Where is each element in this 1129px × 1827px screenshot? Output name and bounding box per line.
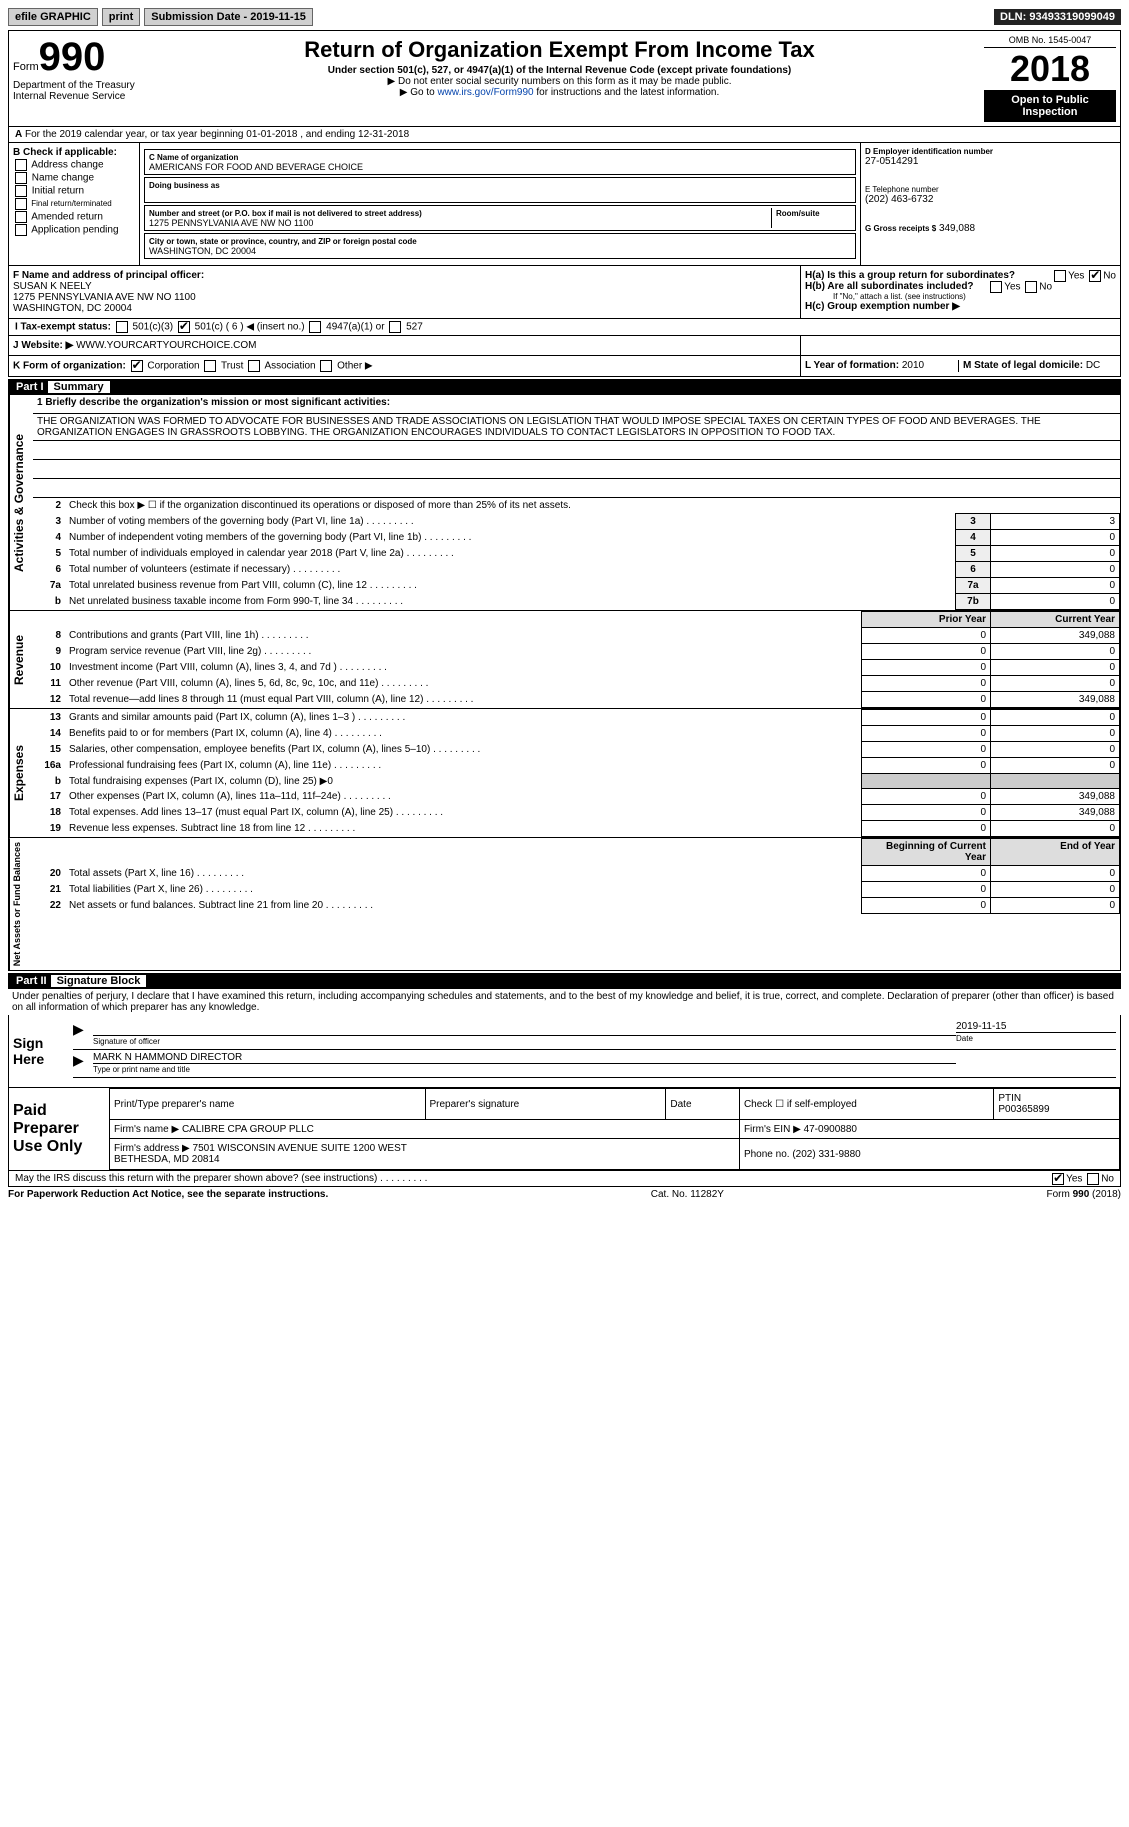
vlabel-netassets: Net Assets or Fund Balances	[9, 838, 33, 970]
chk-501c3[interactable]	[116, 321, 128, 333]
vlabel-expenses: Expenses	[9, 709, 33, 837]
submission-date: Submission Date - 2019-11-15	[144, 8, 313, 26]
chk-corp[interactable]	[131, 360, 143, 372]
chk-assoc[interactable]	[248, 360, 260, 372]
form-subtitle: Under section 501(c), 527, or 4947(a)(1)…	[143, 65, 976, 76]
top-toolbar: efile GRAPHIC print Submission Date - 20…	[8, 8, 1121, 26]
org-address: 1275 PENNSYLVANIA AVE NW NO 1100	[149, 218, 313, 228]
line-i: I Tax-exempt status: 501(c)(3) 501(c) ( …	[8, 319, 1121, 336]
perjury-declaration: Under penalties of perjury, I declare th…	[8, 989, 1121, 1015]
firm-name: CALIBRE CPA GROUP PLLC	[182, 1124, 314, 1135]
page-footer: For Paperwork Reduction Act Notice, see …	[8, 1187, 1121, 1202]
paid-preparer-block: Paid Preparer Use Only Print/Type prepar…	[8, 1088, 1121, 1171]
omb-number: OMB No. 1545-0047	[984, 35, 1116, 48]
sign-date: 2019-11-15	[956, 1021, 1116, 1033]
chk-final-return[interactable]	[15, 198, 27, 210]
mission-text: THE ORGANIZATION WAS FORMED TO ADVOCATE …	[33, 414, 1120, 441]
firm-phone: (202) 331-9880	[792, 1149, 860, 1160]
goto-line: ▶ Go to www.irs.gov/Form990 for instruct…	[143, 87, 976, 98]
form990-link[interactable]: www.irs.gov/Form990	[437, 87, 533, 98]
line2: Check this box ▶ ☐ if the organization d…	[65, 498, 1120, 513]
discuss-yes[interactable]	[1052, 1173, 1064, 1185]
chk-501c[interactable]	[178, 321, 190, 333]
line-a: A For the 2019 calendar year, or tax yea…	[8, 127, 1121, 143]
irs-label: Internal Revenue Service	[13, 91, 135, 102]
part2-bar: Part IISignature Block	[8, 973, 1121, 989]
chk-amended[interactable]	[15, 211, 27, 223]
part1-bar: Part ISummary	[8, 379, 1121, 395]
discuss-line: May the IRS discuss this return with the…	[8, 1171, 1121, 1187]
fh-grid: F Name and address of principal officer:…	[8, 266, 1121, 319]
ha-no[interactable]	[1089, 270, 1101, 282]
firm-ein: 47-0900880	[804, 1124, 857, 1135]
chk-trust[interactable]	[204, 360, 216, 372]
ha-yes[interactable]	[1054, 270, 1066, 282]
ssn-warning: ▶ Do not enter social security numbers o…	[143, 76, 976, 87]
org-name: AMERICANS FOR FOOD AND BEVERAGE CHOICE	[149, 162, 363, 172]
ptin: P00365899	[998, 1104, 1049, 1115]
website: WWW.YOURCARTYOURCHOICE.COM	[76, 340, 256, 351]
tax-year: 2018	[984, 48, 1116, 90]
phone-label: E Telephone number	[865, 185, 1116, 194]
vlabel-revenue: Revenue	[9, 611, 33, 708]
form-title: Return of Organization Exempt From Incom…	[143, 37, 976, 63]
year-formation: 2010	[902, 360, 924, 371]
ein-label: D Employer identification number	[865, 147, 1116, 156]
state-domicile: DC	[1086, 360, 1100, 371]
org-city: WASHINGTON, DC 20004	[149, 246, 256, 256]
print-button[interactable]: print	[102, 8, 140, 26]
form-number: 990	[39, 35, 106, 79]
chk-4947[interactable]	[309, 321, 321, 333]
chk-address-change[interactable]	[15, 159, 27, 171]
discuss-no[interactable]	[1087, 1173, 1099, 1185]
efile-label: efile GRAPHIC	[8, 8, 98, 26]
chk-other[interactable]	[320, 360, 332, 372]
ein-value: 27-0514291	[865, 156, 1116, 167]
sign-here-block: Sign Here ▶Signature of officer2019-11-1…	[8, 1015, 1121, 1088]
identity-grid: B Check if applicable: Address change Na…	[8, 143, 1121, 266]
hb-yes[interactable]	[990, 281, 1002, 293]
officer-print-name: MARK N HAMMOND DIRECTOR	[93, 1052, 956, 1064]
form-header: Form990 Department of the Treasury Inter…	[8, 30, 1121, 127]
form-word: Form	[13, 61, 39, 73]
gross-receipts: 349,088	[939, 223, 975, 234]
vlabel-governance: Activities & Governance	[9, 395, 33, 610]
officer-name: SUSAN K NEELY	[13, 281, 796, 292]
dln-label: DLN: 93493319099049	[994, 9, 1121, 25]
phone-value: (202) 463-6732	[865, 194, 1116, 205]
dept-treasury: Department of the Treasury	[13, 80, 135, 91]
chk-527[interactable]	[389, 321, 401, 333]
chk-app-pending[interactable]	[15, 224, 27, 236]
chk-name-change[interactable]	[15, 172, 27, 184]
mission-question: 1 Briefly describe the organization's mi…	[33, 395, 1120, 414]
hb-no[interactable]	[1025, 281, 1037, 293]
open-public: Open to Public Inspection	[984, 90, 1116, 122]
chk-initial-return[interactable]	[15, 185, 27, 197]
b-label: B Check if applicable:	[13, 147, 135, 158]
